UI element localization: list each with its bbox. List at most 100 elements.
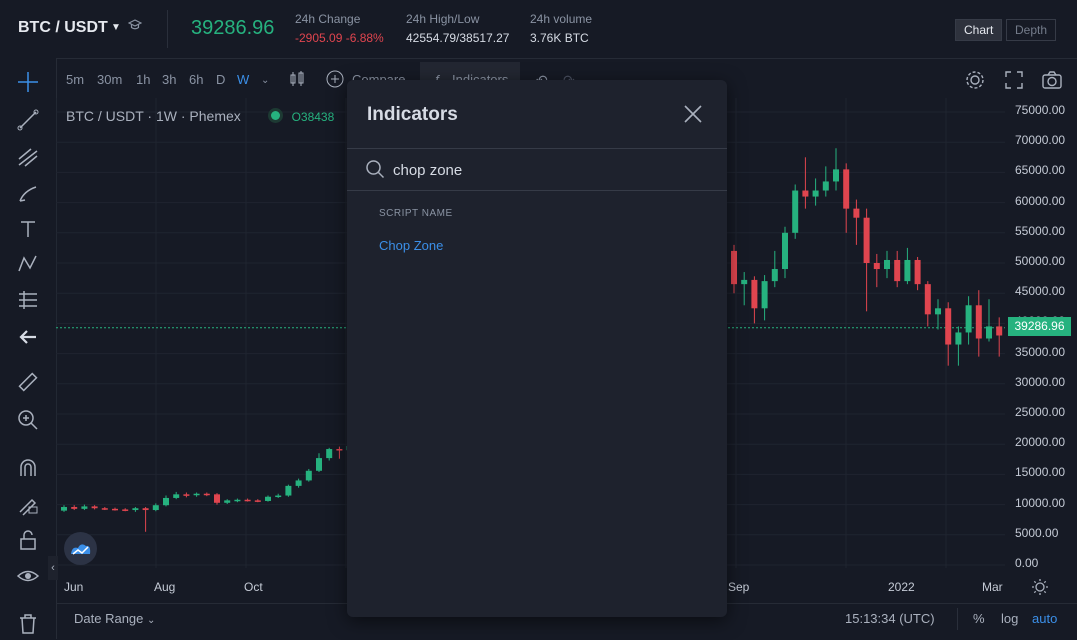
candle-body <box>91 506 98 509</box>
magnet-icon[interactable] <box>16 456 40 480</box>
candle-body <box>275 495 282 498</box>
indicator-search-input[interactable] <box>393 160 693 180</box>
arrow-left-icon[interactable] <box>16 325 40 349</box>
indicators-dialog: Indicators SCRIPT NAME Chop Zone <box>347 80 727 617</box>
last-price-label: 39286.96 <box>1008 317 1071 336</box>
stat-label-change: 24h Change <box>295 12 361 26</box>
timeframe-30m[interactable]: 30m <box>97 72 123 87</box>
sun-icon[interactable] <box>1031 578 1049 596</box>
y-tick: 5000.00 <box>1015 525 1059 540</box>
candle-body <box>193 493 200 496</box>
close-icon[interactable] <box>683 104 703 124</box>
candle-body <box>833 169 839 182</box>
candle-body <box>173 494 180 498</box>
y-tick: 60000.00 <box>1015 193 1066 208</box>
plus-circle-icon[interactable] <box>326 70 344 88</box>
crosshair-icon[interactable] <box>16 70 40 94</box>
function-icon: ƒ <box>434 72 441 87</box>
unlock-icon[interactable] <box>16 528 40 552</box>
log-scale-toggle[interactable]: log <box>1001 611 1019 626</box>
lock-drawing-icon[interactable] <box>16 492 40 516</box>
tab-depth[interactable]: Depth <box>1006 19 1057 41</box>
candle-body <box>853 208 860 218</box>
legend-dot[interactable] <box>270 111 280 120</box>
pattern-icon[interactable] <box>16 252 40 276</box>
text-icon[interactable] <box>16 217 40 241</box>
candle-body <box>122 509 129 511</box>
candle-body <box>152 505 159 511</box>
trend-line-icon[interactable] <box>16 108 40 132</box>
x-tick: Jun <box>64 580 84 594</box>
candle-body <box>305 470 312 481</box>
y-tick: 0.00 <box>1015 556 1039 570</box>
candle-body <box>224 500 231 503</box>
y-tick: 70000.00 <box>1015 133 1066 148</box>
candle-body <box>945 308 952 345</box>
candle-body <box>873 263 880 270</box>
candle-body <box>894 259 901 282</box>
auto-scale-toggle[interactable]: auto <box>1032 611 1058 626</box>
y-tick: 75000.00 <box>1015 103 1066 117</box>
brand-logo-button[interactable] <box>64 532 97 565</box>
last-price: 39286.96 <box>191 17 275 39</box>
zoom-in-icon[interactable] <box>16 408 40 432</box>
candle-body <box>975 305 982 339</box>
candle-body <box>163 497 169 506</box>
timeframe-5m[interactable]: 5m <box>66 72 85 87</box>
candle-body <box>843 169 850 209</box>
collapse-toggle[interactable]: ‹ <box>48 556 58 580</box>
candle-body <box>81 506 88 509</box>
candle-body <box>142 508 149 511</box>
candle-body <box>295 480 302 486</box>
timeframe-6h[interactable]: 6h <box>189 72 204 87</box>
dialog-title: Indicators <box>367 104 458 125</box>
chevron-down-icon[interactable]: ⌄ <box>261 75 270 86</box>
fib-icon[interactable] <box>16 145 40 169</box>
stat-value-change: -2905.09 -6.88% <box>295 31 384 45</box>
x-tick: Sep <box>728 580 750 594</box>
candle-body <box>254 500 261 502</box>
candle-body <box>782 232 788 270</box>
top-header <box>0 0 1077 59</box>
percent-scale-toggle[interactable]: % <box>973 611 985 626</box>
candle-body <box>955 332 962 345</box>
candle-body <box>996 326 1003 336</box>
candle-body <box>112 508 118 511</box>
brush-icon[interactable] <box>16 181 40 205</box>
candle-body <box>986 326 992 339</box>
fullscreen-icon[interactable] <box>1004 70 1024 90</box>
candle-body <box>771 269 778 282</box>
timeframe-d[interactable]: D <box>216 72 226 87</box>
eye-icon[interactable] <box>16 564 40 588</box>
candle-body <box>884 259 890 270</box>
candle-body <box>914 259 921 285</box>
candle-body <box>61 507 67 511</box>
candle-style-icon[interactable] <box>288 70 306 88</box>
tab-chart[interactable]: Chart <box>955 19 1003 41</box>
candle-body <box>863 217 870 263</box>
trash-icon[interactable] <box>16 612 40 636</box>
graduation-cap-icon[interactable] <box>127 18 143 35</box>
chevron-down-icon[interactable]: ▼ <box>111 22 121 33</box>
timeframe-w[interactable]: W <box>237 72 250 87</box>
x-tick: Oct <box>244 580 263 594</box>
timeframe-1h[interactable]: 1h <box>136 72 151 87</box>
chart-legend: BTC / USDT · 1W · Phemex O38438 <box>66 108 334 124</box>
pair-selector[interactable]: BTC / USDT <box>18 19 108 36</box>
utc-clock[interactable]: 15:13:34 (UTC) <box>845 611 935 626</box>
timeframe-3h[interactable]: 3h <box>162 72 177 87</box>
candle-body <box>101 508 108 510</box>
y-tick: 25000.00 <box>1015 405 1066 419</box>
x-tick: 2022 <box>888 580 915 594</box>
date-range-button[interactable]: Date Range ⌄ <box>74 611 155 626</box>
gear-icon[interactable] <box>964 69 986 91</box>
candle-body <box>265 496 271 501</box>
camera-icon[interactable] <box>1041 69 1063 91</box>
indicator-result-chop-zone[interactable]: Chop Zone <box>379 238 444 253</box>
candle-body <box>802 190 809 197</box>
x-tick: Aug <box>154 580 176 594</box>
candle-body <box>924 284 931 315</box>
ruler-icon[interactable] <box>16 370 40 394</box>
legend-open: O38438 <box>291 110 335 124</box>
prediction-icon[interactable] <box>16 288 40 312</box>
